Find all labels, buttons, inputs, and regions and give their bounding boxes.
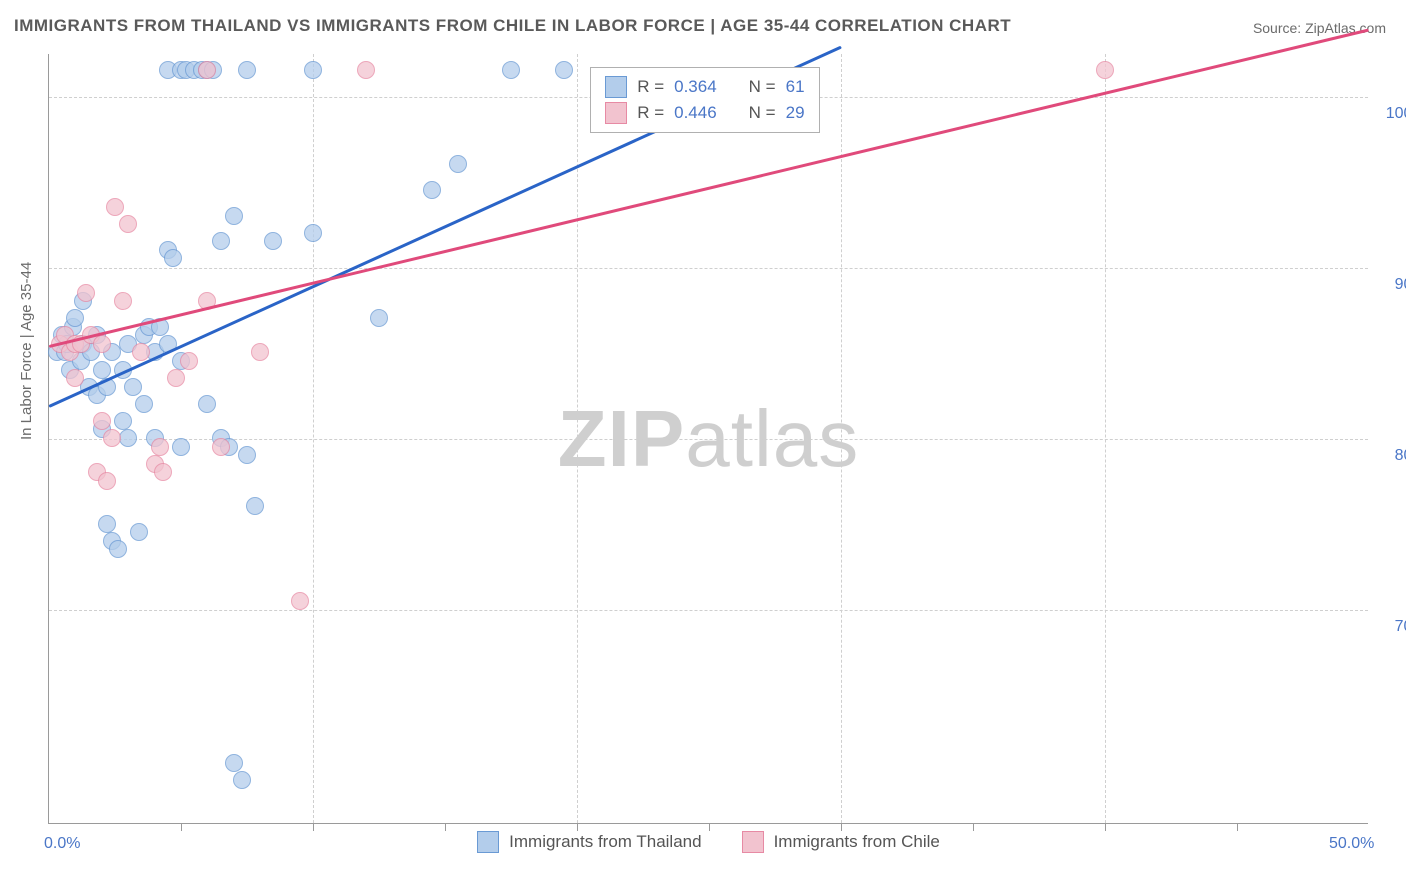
scatter-point (198, 395, 216, 413)
scatter-point (180, 352, 198, 370)
series-1-r-value: 0.446 (674, 103, 717, 123)
scatter-point (93, 361, 111, 379)
legend-bottom-label-1: Immigrants from Chile (774, 832, 940, 852)
scatter-point (164, 249, 182, 267)
scatter-point (246, 497, 264, 515)
n-label: N = (749, 103, 776, 123)
series-0-r-value: 0.364 (674, 77, 717, 97)
x-tick-mark (445, 823, 446, 831)
grid-vertical (577, 54, 578, 823)
scatter-point (154, 463, 172, 481)
correlation-legend: R = 0.364 N = 61 R = 0.446 N = 29 (590, 67, 819, 133)
scatter-point (135, 395, 153, 413)
scatter-point (423, 181, 441, 199)
x-tick-mark (841, 823, 842, 831)
scatter-point (130, 523, 148, 541)
scatter-point (370, 309, 388, 327)
series-1-n-value: 29 (786, 103, 805, 123)
scatter-point (212, 438, 230, 456)
scatter-point (304, 61, 322, 79)
scatter-point (114, 292, 132, 310)
scatter-point (449, 155, 467, 173)
scatter-point (93, 412, 111, 430)
scatter-point (109, 540, 127, 558)
x-tick-mark (1237, 823, 1238, 831)
n-label: N = (749, 77, 776, 97)
scatter-point (98, 472, 116, 490)
scatter-plot-area: ZIPatlas R = 0.364 N = 61 R = 0.446 N = … (48, 54, 1368, 824)
x-tick-label: 0.0% (44, 835, 80, 853)
scatter-point (106, 198, 124, 216)
x-tick-mark (313, 823, 314, 831)
legend-bottom-label-0: Immigrants from Thailand (509, 832, 701, 852)
legend-bottom-swatch-0 (477, 831, 499, 853)
scatter-point (212, 232, 230, 250)
x-tick-mark (181, 823, 182, 831)
scatter-point (66, 309, 84, 327)
x-tick-label: 50.0% (1329, 835, 1374, 853)
scatter-point (238, 446, 256, 464)
scatter-point (291, 592, 309, 610)
y-tick-label: 80.0% (1395, 447, 1406, 465)
scatter-point (119, 215, 137, 233)
scatter-point (119, 429, 137, 447)
scatter-point (198, 61, 216, 79)
scatter-point (103, 429, 121, 447)
scatter-point (502, 61, 520, 79)
scatter-point (251, 343, 269, 361)
scatter-point (124, 378, 142, 396)
y-tick-label: 70.0% (1395, 618, 1406, 636)
series-legend: Immigrants from Thailand Immigrants from… (49, 831, 1368, 853)
x-tick-mark (709, 823, 710, 831)
scatter-point (114, 412, 132, 430)
r-label: R = (637, 103, 664, 123)
y-tick-label: 90.0% (1395, 276, 1406, 294)
y-axis-label: In Labor Force | Age 35-44 (18, 262, 35, 440)
grid-horizontal (49, 439, 1368, 440)
scatter-point (167, 369, 185, 387)
x-tick-mark (973, 823, 974, 831)
scatter-point (77, 284, 95, 302)
scatter-point (66, 369, 84, 387)
scatter-point (225, 754, 243, 772)
grid-vertical (841, 54, 842, 823)
scatter-point (357, 61, 375, 79)
scatter-point (93, 335, 111, 353)
series-0-n-value: 61 (786, 77, 805, 97)
grid-vertical (1105, 54, 1106, 823)
scatter-point (304, 224, 322, 242)
chart-title: IMMIGRANTS FROM THAILAND VS IMMIGRANTS F… (14, 16, 1011, 36)
scatter-point (98, 515, 116, 533)
scatter-point (238, 61, 256, 79)
scatter-point (233, 771, 251, 789)
scatter-point (151, 438, 169, 456)
grid-horizontal (49, 610, 1368, 611)
y-tick-label: 100.0% (1386, 105, 1406, 123)
r-label: R = (637, 77, 664, 97)
scatter-point (264, 232, 282, 250)
legend-series-1-swatch (605, 102, 627, 124)
x-tick-mark (577, 823, 578, 831)
grid-vertical (313, 54, 314, 823)
grid-horizontal (49, 268, 1368, 269)
legend-series-0-swatch (605, 76, 627, 98)
x-tick-mark (1105, 823, 1106, 831)
scatter-point (555, 61, 573, 79)
scatter-point (1096, 61, 1114, 79)
legend-bottom-swatch-1 (742, 831, 764, 853)
scatter-point (172, 438, 190, 456)
scatter-point (225, 207, 243, 225)
